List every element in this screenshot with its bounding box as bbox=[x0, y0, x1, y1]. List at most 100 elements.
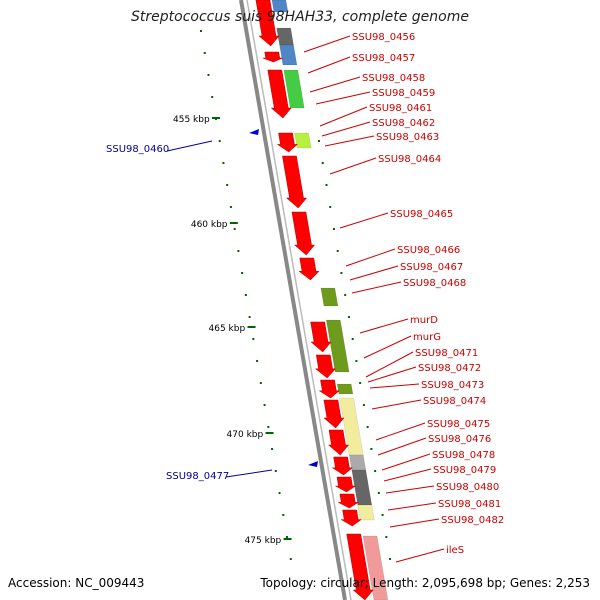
forward-gene-label[interactable]: SSU98_0468 bbox=[403, 278, 466, 289]
gc-dot bbox=[355, 360, 358, 362]
scale-label: 460 kbp bbox=[191, 220, 228, 230]
forward-gene-label[interactable]: SSU98_0482 bbox=[441, 515, 504, 526]
reverse-gene-label[interactable]: SSU98_0460 bbox=[106, 144, 169, 155]
forward-gene-arrow[interactable] bbox=[282, 155, 308, 209]
forward-gene-label[interactable]: SSU98_0457 bbox=[352, 53, 415, 64]
forward-gene-label[interactable]: SSU98_0458 bbox=[362, 73, 425, 84]
gc-dot bbox=[200, 30, 202, 32]
forward-gene-label[interactable]: SSU98_0465 bbox=[390, 209, 453, 220]
gc-dot bbox=[351, 338, 354, 340]
forward-gene-label[interactable]: murG bbox=[413, 332, 441, 343]
forward-gene-arrow[interactable] bbox=[267, 69, 292, 119]
forward-gene-label[interactable]: SSU98_0464 bbox=[378, 154, 441, 165]
forward-gene-arrow[interactable] bbox=[331, 456, 354, 476]
forward-gene-label[interactable]: SSU98_0480 bbox=[436, 482, 499, 493]
gene-leader-line bbox=[351, 281, 402, 294]
gene-leader-line bbox=[367, 366, 417, 383]
scale-label: 475 kbp bbox=[245, 536, 282, 546]
forward-gene-arrow[interactable] bbox=[340, 509, 363, 527]
forward-gene-arrow[interactable] bbox=[346, 533, 374, 600]
gc-dot bbox=[274, 470, 277, 472]
gc-dot bbox=[340, 272, 343, 274]
gc-dot bbox=[237, 250, 240, 252]
reverse-gene-arrow[interactable] bbox=[308, 461, 318, 467]
forward-gene-label[interactable]: SSU98_0478 bbox=[432, 450, 495, 461]
forward-gene-label[interactable]: SSU98_0475 bbox=[427, 419, 490, 430]
cog-feature-block bbox=[283, 69, 305, 109]
scale-label: 470 kbp bbox=[227, 430, 264, 440]
gc-dot bbox=[377, 492, 380, 494]
gc-dot bbox=[336, 250, 339, 252]
gc-dot bbox=[252, 338, 255, 340]
forward-gene-label[interactable]: SSU98_0481 bbox=[438, 499, 501, 510]
gene-leader-line bbox=[359, 318, 409, 334]
forward-gene-arrow[interactable] bbox=[314, 354, 337, 379]
gene-leader-line bbox=[371, 399, 422, 410]
topology-text: Topology: circular; Length: 2,095,698 bp… bbox=[260, 576, 590, 590]
map-title: Streptococcus suis 98HAH33, complete gen… bbox=[131, 9, 469, 25]
scale-label: 455 kbp bbox=[173, 115, 210, 125]
gene-leader-line bbox=[365, 351, 414, 378]
gc-dot bbox=[286, 536, 289, 538]
gc-dot bbox=[207, 74, 210, 76]
gc-dot bbox=[203, 52, 206, 54]
forward-gene-label[interactable]: murD bbox=[410, 315, 438, 326]
forward-gene-label[interactable]: SSU98_0471 bbox=[415, 348, 478, 359]
forward-gene-arrow[interactable] bbox=[276, 132, 299, 153]
forward-gene-arrow[interactable] bbox=[327, 429, 350, 456]
forward-gene-arrow[interactable] bbox=[335, 476, 357, 493]
reverse-gene-arrow[interactable] bbox=[249, 129, 259, 135]
gene-leader-line bbox=[345, 248, 396, 267]
forward-gene-arrow[interactable] bbox=[291, 211, 316, 256]
forward-gene-arrow[interactable] bbox=[310, 321, 332, 353]
forward-gene-label[interactable]: SSU98_0472 bbox=[418, 363, 481, 374]
gene-leader-line bbox=[324, 135, 375, 147]
gene-leader-line bbox=[395, 548, 445, 563]
gc-dots-layer bbox=[200, 30, 392, 560]
reverse-gene-label[interactable]: SSU98_0477 bbox=[166, 471, 229, 482]
forward-gene-arrow[interactable] bbox=[318, 379, 341, 399]
gene-leader-line bbox=[349, 265, 399, 281]
gc-dot bbox=[263, 404, 266, 406]
gene-leader-line bbox=[375, 422, 426, 441]
forward-gene-arrow[interactable] bbox=[338, 493, 360, 509]
gene-leader-line bbox=[166, 140, 213, 152]
forward-gene-label[interactable]: SSU98_0456 bbox=[352, 32, 415, 43]
forward-gene-label[interactable]: SSU98_0463 bbox=[376, 132, 439, 143]
gc-dot bbox=[344, 294, 347, 296]
gene-layer bbox=[249, 0, 374, 600]
gene-leader-line bbox=[329, 157, 377, 175]
cog-feature-block bbox=[276, 27, 294, 46]
forward-gene-label[interactable]: ileS bbox=[446, 545, 464, 556]
forward-gene-arrow[interactable] bbox=[323, 399, 345, 429]
gene-leader-line bbox=[307, 56, 351, 74]
gc-dot bbox=[271, 448, 274, 450]
forward-gene-label[interactable]: SSU98_0462 bbox=[372, 118, 435, 129]
cog-feature-block bbox=[326, 319, 350, 373]
gene-leader-line bbox=[309, 76, 361, 93]
cog-feature-layer bbox=[271, 0, 389, 600]
forward-gene-label[interactable]: SSU98_0466 bbox=[397, 245, 460, 256]
forward-gene-arrow[interactable] bbox=[255, 0, 280, 47]
gc-dot bbox=[267, 426, 270, 428]
forward-gene-arrow[interactable] bbox=[262, 51, 283, 63]
forward-gene-label[interactable]: SSU98_0459 bbox=[372, 88, 435, 99]
forward-gene-label[interactable]: SSU98_0474 bbox=[423, 396, 486, 407]
forward-gene-label[interactable]: SSU98_0467 bbox=[400, 262, 463, 273]
gene-leader-line bbox=[225, 469, 273, 478]
forward-gene-label[interactable]: SSU98_0461 bbox=[369, 103, 432, 114]
gc-dot bbox=[233, 228, 236, 230]
gene-leader-line bbox=[381, 453, 431, 471]
gc-dot bbox=[385, 536, 388, 538]
backbone-layer bbox=[239, 0, 352, 600]
gc-dot bbox=[278, 492, 281, 494]
forward-gene-label[interactable]: SSU98_0473 bbox=[421, 380, 484, 391]
cog-feature-block bbox=[320, 287, 339, 307]
gc-dot bbox=[321, 162, 324, 164]
forward-gene-label[interactable]: SSU98_0479 bbox=[433, 465, 496, 476]
gc-dot bbox=[282, 514, 285, 516]
gene-leader-line bbox=[303, 35, 351, 53]
forward-gene-arrow[interactable] bbox=[298, 257, 320, 281]
forward-gene-label[interactable]: SSU98_0476 bbox=[428, 434, 491, 445]
gc-dot bbox=[226, 184, 229, 186]
